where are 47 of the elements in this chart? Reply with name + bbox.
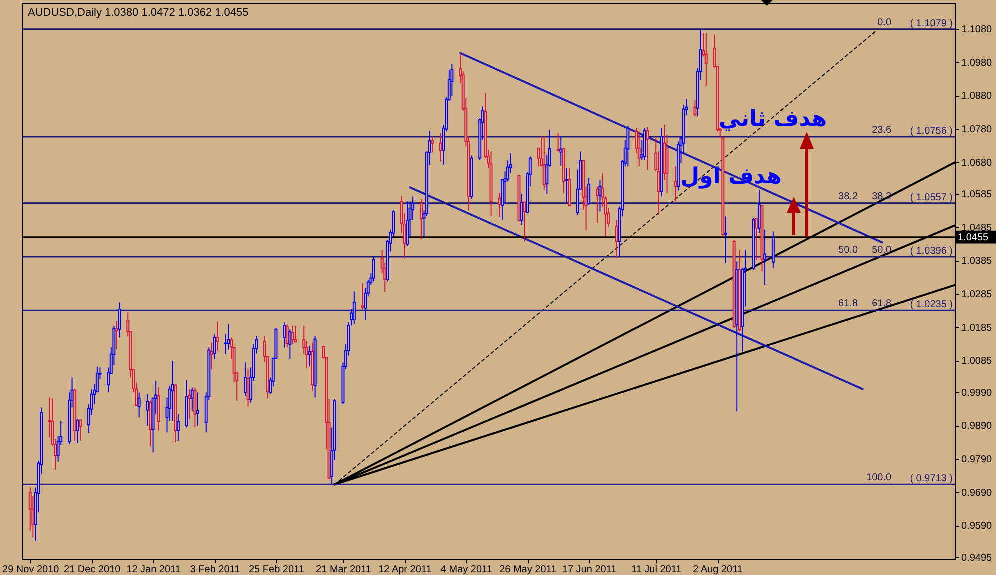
annotation: 38.2 bbox=[838, 191, 858, 202]
y-tick-label: 0.9495 bbox=[962, 552, 993, 564]
ref-line-label: ( 1.0235 ) bbox=[910, 300, 953, 311]
annotation: 61.8 bbox=[872, 298, 892, 310]
x-tick-label: 17 Jun 2011 bbox=[562, 564, 618, 575]
annotation: 100.0 bbox=[866, 472, 892, 484]
y-tick-label: 1.0980 bbox=[962, 58, 993, 69]
annotation: هدف اول bbox=[680, 164, 782, 190]
y-tick-label: 1.0680 bbox=[962, 158, 993, 169]
x-tick-label: 2 Aug 2011 bbox=[693, 564, 744, 575]
chart-title: AUDUSD,Daily 1.0380 1.0472 1.0362 1.0455 bbox=[28, 7, 249, 19]
annotation: هدف ثاني bbox=[718, 107, 828, 132]
ref-line-label: ( 1.0396 ) bbox=[910, 246, 953, 257]
annotation: 61.8 bbox=[838, 298, 858, 310]
y-tick-label: 0.9890 bbox=[962, 421, 993, 432]
x-tick-label: 26 May 2011 bbox=[500, 564, 558, 575]
y-tick-label: 1.0585 bbox=[962, 190, 993, 200]
annotation: 0.0 bbox=[878, 17, 892, 28]
ref-line-label: ( 1.0557 ) bbox=[910, 192, 953, 204]
y-tick-label: 1.0780 bbox=[962, 124, 993, 136]
x-tick-label: 21 Mar 2011 bbox=[316, 564, 372, 575]
ref-line-label: ( 1.1079 ) bbox=[910, 18, 953, 30]
y-tick-label: 1.0485 bbox=[962, 222, 993, 234]
ref-line-label: 1.0455 bbox=[958, 232, 990, 244]
y-tick-label: 1.0880 bbox=[962, 91, 993, 102]
ref-line-label: ( 1.0756 ) bbox=[910, 126, 953, 137]
y-tick-label: 0.9990 bbox=[962, 388, 993, 399]
x-tick-label: 21 Dec 2010 bbox=[64, 564, 122, 575]
annotation: 23.6 bbox=[872, 125, 892, 136]
y-tick-label: 1.0285 bbox=[962, 290, 993, 300]
y-tick-label: 1.1080 bbox=[962, 24, 993, 36]
ref-line-label: ( 0.9713 ) bbox=[910, 474, 953, 485]
y-tick-label: 1.0385 bbox=[962, 256, 993, 268]
y-tick-label: 0.9790 bbox=[962, 454, 993, 466]
x-tick-label: 29 Nov 2010 bbox=[2, 564, 60, 575]
x-tick-label: 12 Apr 2011 bbox=[378, 564, 432, 575]
y-tick-label: 1.0085 bbox=[962, 356, 993, 368]
x-tick-label: 11 Jul 2011 bbox=[631, 564, 682, 575]
annotation: 50.0 bbox=[872, 245, 892, 256]
x-tick-label: 12 Jan 2011 bbox=[126, 564, 182, 575]
x-tick-label: 25 Feb 2011 bbox=[248, 564, 305, 575]
y-tick-label: 0.9590 bbox=[962, 521, 993, 532]
x-tick-label: 3 Feb 2011 bbox=[190, 564, 241, 575]
y-tick-label: 1.0185 bbox=[962, 322, 993, 334]
annotation: 50.0 bbox=[838, 245, 858, 256]
x-tick-label: 4 May 2011 bbox=[440, 564, 493, 575]
y-tick-label: 0.9690 bbox=[962, 488, 993, 499]
